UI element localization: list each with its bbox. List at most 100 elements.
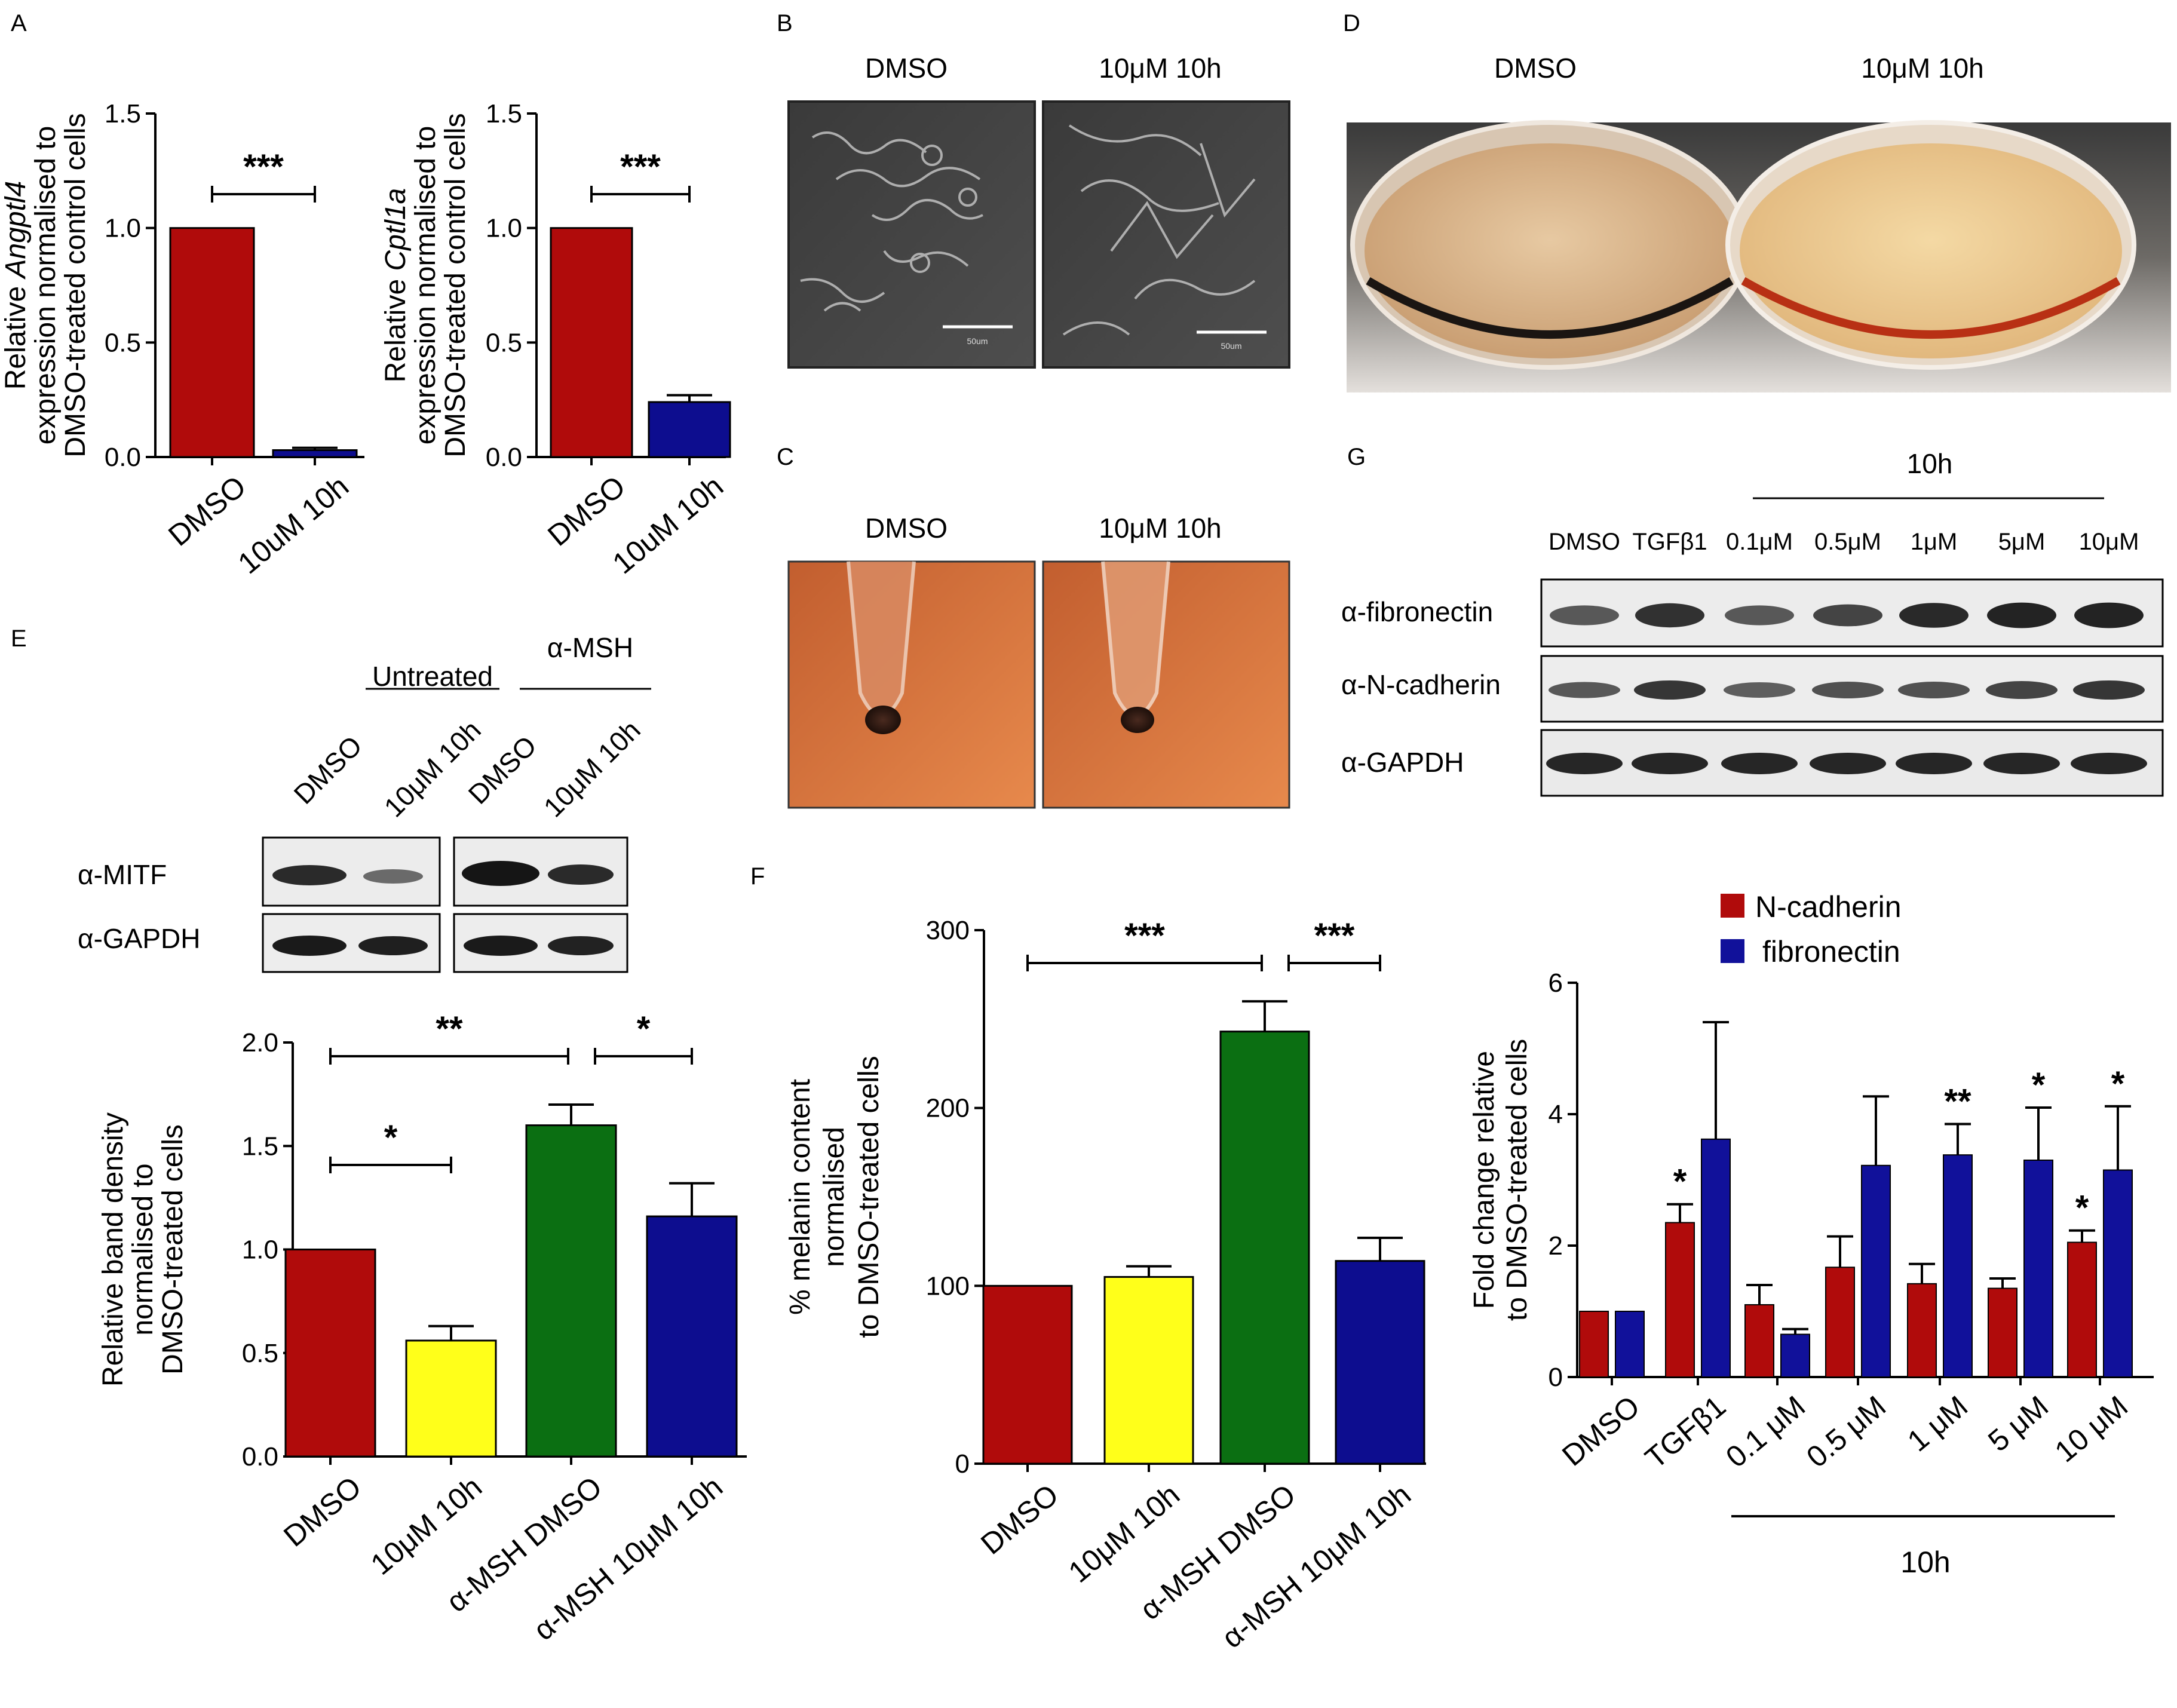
image-label-treated: 10μM 10h — [1861, 53, 1984, 84]
x-category-label: 0.5 μM — [1800, 1390, 1892, 1474]
x-category-label: DMSO — [162, 470, 252, 553]
x-category-label: DMSO — [277, 1470, 367, 1553]
blot-group-label-amsh: α-MSH — [547, 632, 633, 663]
bar — [646, 1215, 738, 1458]
legend: N-cadherin fibronectin — [1721, 890, 1902, 968]
band — [1896, 753, 1972, 774]
scale-bar-label-dmso: 50um — [967, 336, 988, 346]
dish-rim-dmso — [1366, 277, 1734, 339]
x-category-label: 10μM 10h — [364, 1470, 488, 1581]
bar — [1219, 1031, 1310, 1465]
band — [1635, 603, 1704, 628]
y-tick-label: 0.5 — [105, 328, 141, 357]
bar-ncadherin — [1988, 1287, 2017, 1378]
y-tick-label: 6 — [1549, 968, 1563, 998]
panel-letter-b: B — [777, 10, 793, 36]
panel-b-microscopy: DMSO 10μM 10h 50um 50um — [787, 53, 1290, 369]
blot-lane-label: 0.1μM — [1726, 529, 1793, 555]
blot-row-label-ncadherin: α-N-cadherin — [1341, 669, 1501, 700]
y-tick-label: 200 — [926, 1094, 970, 1123]
significance-stars: * — [637, 1010, 651, 1048]
band — [1546, 753, 1623, 774]
y-tick-label: 0.0 — [242, 1442, 278, 1471]
bar-fibronectin — [1615, 1311, 1645, 1378]
micrograph-dmso — [787, 100, 1036, 369]
y-tick-label: 0.5 — [242, 1339, 278, 1368]
band — [548, 936, 614, 955]
y-axis-label-line: Relative Angptl4 — [0, 181, 32, 390]
y-tick-label: 0.0 — [486, 443, 522, 472]
y-tick-label: 0.5 — [486, 328, 522, 357]
blot-header-10h: 10h — [1907, 448, 1953, 479]
x-category-label: 0.1 μM — [1719, 1390, 1811, 1474]
band — [2073, 680, 2145, 700]
bar — [405, 1339, 497, 1458]
panel-c-pellet-images: DMSO 10μM 10h — [787, 513, 1290, 809]
y-axis-label-line: to DMSO-treated cells — [1501, 1039, 1533, 1321]
band — [1987, 602, 2056, 628]
significance-stars: *** — [620, 148, 661, 186]
blot-row-label-gapdh: α-GAPDH — [1341, 747, 1464, 778]
band — [1634, 680, 1706, 700]
band — [1899, 603, 1969, 628]
panel-g-blot: 10h DMSO TGFβ1 0.1μM 0.5μM 1μM 5μM 10μM … — [1341, 448, 2164, 797]
bar-fibronectin — [1780, 1333, 1810, 1378]
bar-ncadherin — [1579, 1311, 1609, 1378]
bar — [525, 1124, 617, 1458]
image-label-dmso: DMSO — [865, 513, 948, 544]
band — [1725, 605, 1794, 625]
cell-outlines-dmso — [800, 131, 983, 312]
x-category-label: DMSO — [1556, 1390, 1646, 1473]
y-tick-label: 100 — [926, 1271, 970, 1301]
significance-stars: *** — [1314, 916, 1355, 955]
y-tick-label: 1.5 — [486, 99, 522, 128]
significance-stars: ** — [436, 1010, 463, 1048]
y-axis-label-line: DMSO-treated control cells — [60, 113, 91, 457]
bar — [169, 227, 255, 458]
y-axis-label-line: Relative band density — [97, 1112, 129, 1387]
band — [548, 864, 614, 885]
bar — [1335, 1260, 1425, 1465]
blot-lane-label: 1μM — [1911, 529, 1958, 555]
band — [363, 869, 423, 884]
band — [1724, 682, 1795, 698]
x-category-label: TGFβ1 — [1639, 1390, 1732, 1476]
x-category-label: 5 μM — [1982, 1390, 2055, 1458]
dish-medium-dmso — [1365, 143, 1735, 358]
band — [1986, 681, 2058, 699]
significance-stars: * — [2032, 1066, 2046, 1105]
group-label: 10h — [1900, 1546, 1950, 1579]
y-axis-label-line: normalised to — [127, 1163, 159, 1335]
panel-letter-c: C — [777, 444, 794, 470]
band — [1810, 753, 1886, 774]
x-category-label: α-MSH 10μM 10h — [1215, 1478, 1417, 1655]
band — [358, 936, 428, 955]
y-tick-label: 1.0 — [242, 1235, 278, 1265]
panel-e-blot: Untreated α-MSH DMSO 10μM 10h DMSO 10μM … — [78, 632, 651, 973]
image-label-treated: 10μM 10h — [1099, 513, 1222, 544]
legend-label-fibronectin: fibronectin — [1762, 935, 1900, 968]
blot-lane-label: 5μM — [1998, 529, 2046, 555]
panel-letter-g: G — [1347, 444, 1366, 470]
cell-outlines-treated — [1062, 124, 1256, 336]
band — [1549, 682, 1620, 698]
legend-label-ncadherin: N-cadherin — [1755, 890, 1902, 924]
bar-ncadherin — [1665, 1222, 1695, 1378]
y-tick-label: 2 — [1549, 1231, 1563, 1261]
image-label-treated: 10μM 10h — [1099, 53, 1222, 84]
panel-letter-e: E — [11, 625, 27, 652]
band — [2071, 753, 2147, 774]
band — [1813, 604, 1882, 627]
image-label-dmso: DMSO — [865, 53, 948, 84]
band — [1983, 753, 2060, 774]
blot-lane-label: 10μM 10h — [538, 715, 646, 823]
y-tick-label: 0 — [1549, 1363, 1563, 1392]
panel-letter-a: A — [11, 10, 27, 36]
y-axis-label-line: normalised — [818, 1127, 850, 1267]
y-axis-label-line: Relative Cptl1a — [380, 188, 412, 383]
blot-lane-label: DMSO — [288, 730, 368, 810]
significance-stars: *** — [1124, 916, 1165, 955]
x-category-label: DMSO — [974, 1478, 1065, 1561]
band — [272, 865, 347, 885]
